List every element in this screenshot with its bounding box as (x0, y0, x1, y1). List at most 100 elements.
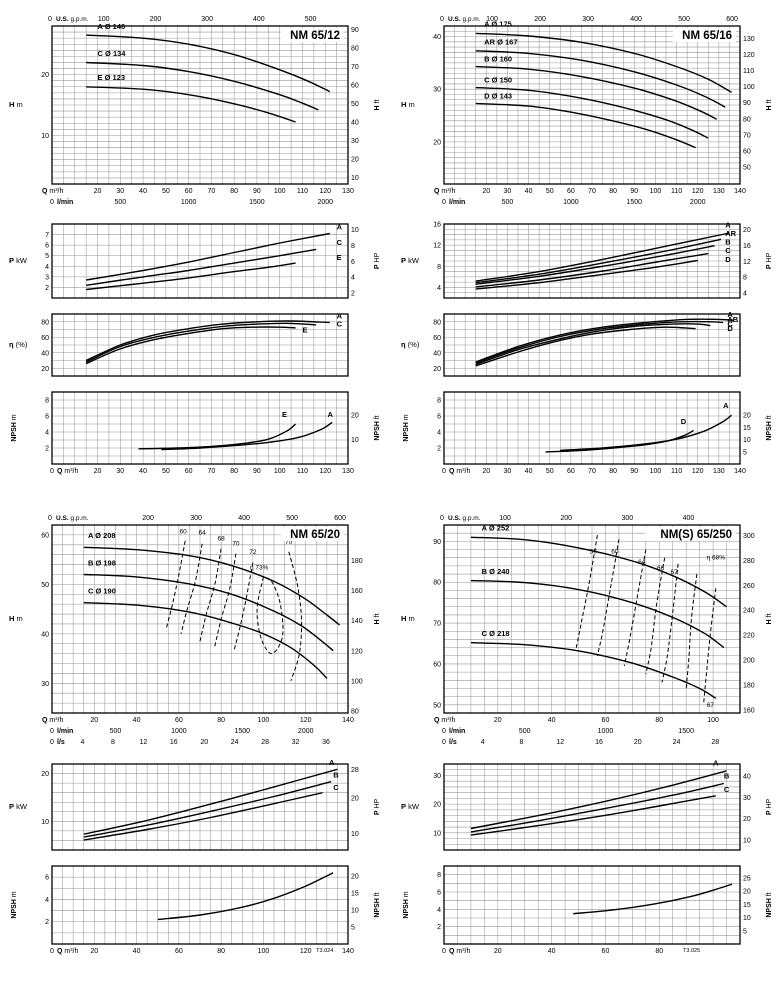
svg-text:70: 70 (588, 468, 596, 475)
svg-text:300: 300 (201, 16, 213, 23)
svg-text:H ft: H ft (766, 100, 773, 111)
svg-text:60: 60 (41, 532, 49, 539)
svg-text:40: 40 (133, 717, 141, 724)
svg-text:40: 40 (433, 34, 441, 41)
nm65-16-npsh-chart: 2 4 6 8 NPSH m 5 10 15 20 NPSH ft 0 Q m³/h 20 30 40 50 6… (398, 386, 776, 483)
nms65-250-npsh-chart: 2 4 6 8 NPSH m 5 10 15 20 25 NPSH ft 0 Q m³/h 20 40 60 8… (398, 860, 776, 963)
svg-text:C: C (727, 319, 733, 328)
svg-text:A Ø 175: A Ø 175 (484, 20, 512, 29)
svg-text:H ft: H ft (374, 614, 381, 625)
svg-text:90: 90 (743, 100, 751, 107)
svg-text:NPSH m: NPSH m (403, 891, 410, 918)
svg-text:100: 100 (499, 515, 511, 522)
svg-text:30: 30 (504, 188, 512, 195)
svg-text:0: 0 (442, 948, 446, 955)
svg-text:NPSH m: NPSH m (11, 414, 18, 441)
svg-text:500: 500 (305, 16, 317, 23)
svg-text:72: 72 (249, 549, 257, 556)
svg-text:2: 2 (45, 285, 49, 292)
svg-text:B Ø 240: B Ø 240 (482, 567, 510, 576)
svg-text:0: 0 (50, 468, 54, 475)
svg-text:10: 10 (351, 175, 359, 182)
svg-text:5: 5 (743, 449, 747, 456)
svg-text:140: 140 (342, 717, 354, 724)
svg-text:68: 68 (218, 535, 226, 542)
svg-text:C: C (724, 785, 730, 794)
svg-text:140: 140 (734, 188, 746, 195)
svg-text:20: 20 (41, 72, 49, 79)
svg-text:Q m³/h: Q m³/h (42, 188, 64, 195)
svg-text:4: 4 (481, 739, 485, 746)
svg-text:60: 60 (185, 188, 193, 195)
svg-text:10: 10 (41, 133, 49, 140)
svg-text:400: 400 (683, 515, 695, 522)
svg-text:10: 10 (433, 830, 441, 837)
svg-text:280: 280 (743, 558, 755, 565)
svg-text:AR Ø 167: AR Ø 167 (484, 37, 517, 46)
svg-text:2: 2 (351, 290, 355, 297)
svg-text:A: A (713, 759, 719, 768)
svg-text:l/s: l/s (449, 739, 457, 746)
svg-text:1000: 1000 (563, 199, 579, 206)
svg-text:NPSH ft: NPSH ft (766, 892, 773, 917)
svg-text:6: 6 (45, 875, 49, 882)
svg-text:20: 20 (351, 795, 359, 802)
svg-text:30: 30 (504, 468, 512, 475)
svg-text:70: 70 (207, 468, 215, 475)
svg-text:C: C (337, 319, 343, 328)
svg-text:67: 67 (670, 569, 678, 576)
svg-text:140: 140 (342, 948, 354, 955)
svg-text:60: 60 (175, 948, 183, 955)
svg-text:Q m³/h: Q m³/h (449, 468, 471, 475)
svg-text:1500: 1500 (234, 728, 250, 735)
svg-text:1000: 1000 (181, 199, 197, 206)
svg-text:80: 80 (41, 319, 49, 326)
svg-text:50: 50 (41, 582, 49, 589)
svg-text:200: 200 (150, 16, 162, 23)
svg-text:D: D (681, 417, 687, 426)
svg-text:600: 600 (334, 515, 346, 522)
chart-group-nm-65-20: 0 U.S. g.p.m. 200 300 400 500 600 30 40 50 60 H m 80… (6, 507, 384, 967)
svg-text:0: 0 (442, 199, 446, 206)
svg-text:10: 10 (351, 437, 359, 444)
svg-text:6: 6 (437, 890, 441, 897)
svg-text:500: 500 (114, 199, 126, 206)
svg-text:8: 8 (437, 264, 441, 271)
svg-text:100: 100 (707, 717, 719, 724)
svg-text:l/s: l/s (57, 739, 65, 746)
svg-text:20: 20 (41, 771, 49, 778)
svg-text:400: 400 (630, 16, 642, 23)
svg-text:C Ø 190: C Ø 190 (88, 586, 116, 595)
svg-text:20: 20 (351, 874, 359, 881)
svg-text:20: 20 (94, 188, 102, 195)
svg-text:10: 10 (743, 915, 751, 922)
svg-text:60: 60 (602, 948, 610, 955)
svg-text:Q m³/h: Q m³/h (57, 948, 79, 955)
svg-text:67: 67 (707, 702, 715, 709)
svg-text:8: 8 (437, 872, 441, 879)
svg-text:NM 65/20: NM 65/20 (290, 529, 340, 541)
svg-text:500: 500 (502, 199, 514, 206)
svg-text:2: 2 (437, 446, 441, 453)
svg-text:40: 40 (351, 120, 359, 127)
svg-text:100: 100 (98, 16, 110, 23)
svg-text:40: 40 (548, 948, 556, 955)
svg-text:500: 500 (519, 728, 531, 735)
svg-text:80: 80 (230, 468, 238, 475)
svg-text:20: 20 (743, 413, 751, 420)
svg-text:0: 0 (48, 515, 52, 522)
svg-text:56: 56 (590, 549, 598, 556)
svg-text:50: 50 (351, 101, 359, 108)
svg-text:15: 15 (743, 425, 751, 432)
svg-text:H ft: H ft (766, 614, 773, 625)
svg-text:H m: H m (9, 614, 23, 623)
svg-text:28: 28 (351, 767, 359, 774)
svg-text:0: 0 (442, 468, 446, 475)
svg-text:10: 10 (743, 838, 751, 845)
svg-text:400: 400 (253, 16, 265, 23)
svg-text:24: 24 (673, 739, 681, 746)
svg-text:20: 20 (634, 739, 642, 746)
svg-text:A: A (328, 410, 334, 419)
svg-text:40: 40 (548, 717, 556, 724)
svg-text:Q m³/h: Q m³/h (434, 188, 456, 195)
